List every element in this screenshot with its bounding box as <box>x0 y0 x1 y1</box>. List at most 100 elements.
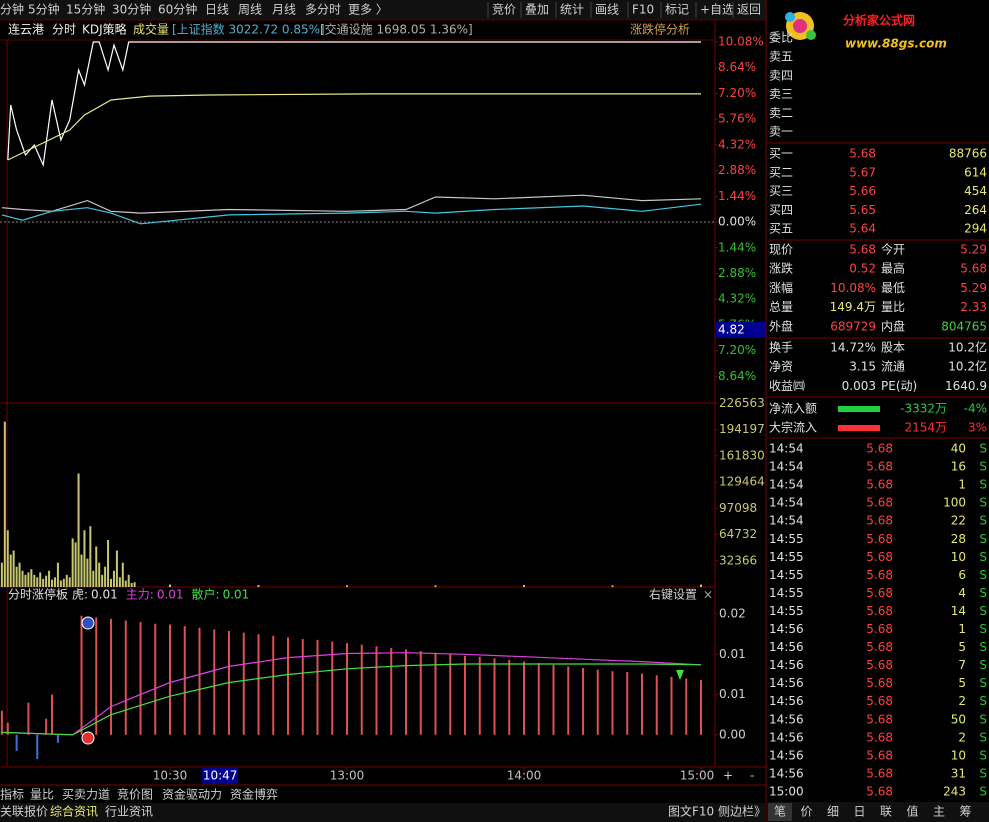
trade-side: S <box>979 712 987 726</box>
period-tab[interactable]: 60分钟 <box>158 2 197 17</box>
trade-volume: 2 <box>958 694 966 708</box>
trade-price: 5.68 <box>866 568 893 582</box>
bar <box>71 538 74 587</box>
trade-time: 14:56 <box>769 658 804 672</box>
indicator-tab[interactable]: 资金博弈 <box>230 787 278 802</box>
panel-tab[interactable]: 值 <box>906 804 918 819</box>
period-tab[interactable]: 月线 <box>272 3 296 17</box>
bar <box>611 671 614 735</box>
zoom-button[interactable]: + <box>723 769 733 783</box>
trade-time: 14:55 <box>769 586 804 600</box>
analysis-button[interactable]: 涨跌停分析 <box>630 22 690 37</box>
trade-side: S <box>979 604 987 618</box>
price-line <box>7 93 701 161</box>
action-button[interactable]: 画线 <box>595 3 619 17</box>
bar <box>183 626 186 735</box>
legend-name: 散户: <box>192 587 220 602</box>
trade-volume: 5 <box>958 676 966 690</box>
stat-label: 今开 <box>881 242 905 257</box>
trade-volume: 14 <box>951 604 966 618</box>
sidebar-button[interactable]: 侧边栏》 <box>718 804 766 819</box>
period-tab[interactable]: 5分钟 <box>28 2 60 17</box>
bar <box>213 629 216 735</box>
trade-volume: 2 <box>958 730 966 744</box>
period-tab[interactable]: 多分时 <box>305 3 341 17</box>
y-tick-label: 0.02 <box>719 607 746 621</box>
period-tab[interactable]: 15分钟 <box>66 2 105 17</box>
f10-button[interactable]: 图文F10 <box>668 804 714 819</box>
bid-volume: 264 <box>964 203 987 217</box>
bar <box>27 702 30 735</box>
bid-label: 买四 <box>769 203 793 217</box>
trade-time: 14:56 <box>769 676 804 690</box>
stat-label: 内盘 <box>881 318 905 333</box>
indicator-tab[interactable]: 指标 <box>0 787 24 802</box>
bar <box>56 734 59 743</box>
info-tab[interactable]: 关联报价 <box>0 804 48 819</box>
action-button[interactable]: 竞价 <box>492 3 516 17</box>
price-line <box>1 203 702 225</box>
action-button[interactable]: 标记 <box>665 3 689 17</box>
period-tab[interactable]: 日线 <box>205 3 229 17</box>
panel-tab[interactable]: 细 <box>827 805 839 819</box>
period-tab[interactable]: 更多 〉 <box>348 3 388 17</box>
bar <box>89 526 92 587</box>
bid-price: 5.67 <box>849 165 876 179</box>
bar <box>522 661 525 735</box>
trade-side: S <box>979 442 987 456</box>
bar <box>493 658 496 735</box>
y-tick-label: 0.01 <box>719 687 746 701</box>
period-tab[interactable]: 分钟 <box>0 2 24 17</box>
bar <box>655 675 658 735</box>
stat-label: 涨跌 <box>769 261 793 276</box>
bid-label: 买一 <box>769 147 793 161</box>
panel-tab[interactable]: 日 <box>853 805 865 819</box>
period-tab[interactable]: 周线 <box>238 3 262 17</box>
y-tick-label: 5.76% <box>718 112 756 126</box>
bar <box>463 655 466 735</box>
action-button[interactable]: F10 <box>632 3 654 17</box>
trade-volume: 31 <box>951 766 966 780</box>
bid-label: 买五 <box>769 222 793 236</box>
trade-price: 5.68 <box>866 694 893 708</box>
stat-value: 10.2亿 <box>948 359 987 374</box>
action-button[interactable]: 返回 <box>737 3 761 17</box>
bar <box>552 664 555 735</box>
trade-price: 5.68 <box>866 550 893 564</box>
info-tab[interactable]: 行业资讯 <box>105 805 153 819</box>
period-tab[interactable]: 30分钟 <box>112 2 151 17</box>
trade-price: 5.68 <box>866 712 893 726</box>
bar <box>596 669 599 735</box>
close-button[interactable]: × <box>703 588 713 602</box>
indicator-tab[interactable]: 买卖力道 <box>62 788 110 802</box>
panel-tab[interactable]: 联 <box>880 805 892 819</box>
y-tick-label: 0.00% <box>718 215 756 229</box>
cursor-y-label: 4.82 <box>718 323 745 337</box>
stat-value: 804765 <box>941 319 987 333</box>
strategy-label: KDJ策略 <box>82 22 127 37</box>
panel-tab[interactable]: 主 <box>933 805 945 819</box>
action-button[interactable]: 叠加 <box>525 3 549 17</box>
zoom-button[interactable]: - <box>750 769 754 783</box>
trade-side: S <box>979 460 987 474</box>
action-button[interactable]: 统计 <box>560 3 584 17</box>
indicator-tab[interactable]: 资金驱动力 <box>162 787 222 802</box>
trade-time: 14:54 <box>769 496 804 510</box>
panel-tab[interactable]: 筹 <box>959 805 971 819</box>
trade-price: 5.68 <box>866 604 893 618</box>
bar <box>0 710 3 735</box>
panel-tab[interactable]: 笔 <box>774 804 786 819</box>
bar <box>567 666 570 735</box>
indicator-tab[interactable]: 竞价图 <box>117 788 153 802</box>
bar <box>360 644 363 735</box>
bar <box>92 570 95 587</box>
trade-price: 5.68 <box>866 496 893 510</box>
panel-tab[interactable]: 价 <box>800 805 812 819</box>
indicator-tab[interactable]: 量比 <box>30 788 54 802</box>
info-tab[interactable]: 综合资讯 <box>50 804 98 819</box>
bar <box>169 624 172 735</box>
flow-bar <box>838 425 880 431</box>
bar <box>118 577 121 587</box>
settings-button[interactable]: 右键设置 <box>649 587 697 602</box>
action-button[interactable]: +自选 <box>700 3 734 17</box>
